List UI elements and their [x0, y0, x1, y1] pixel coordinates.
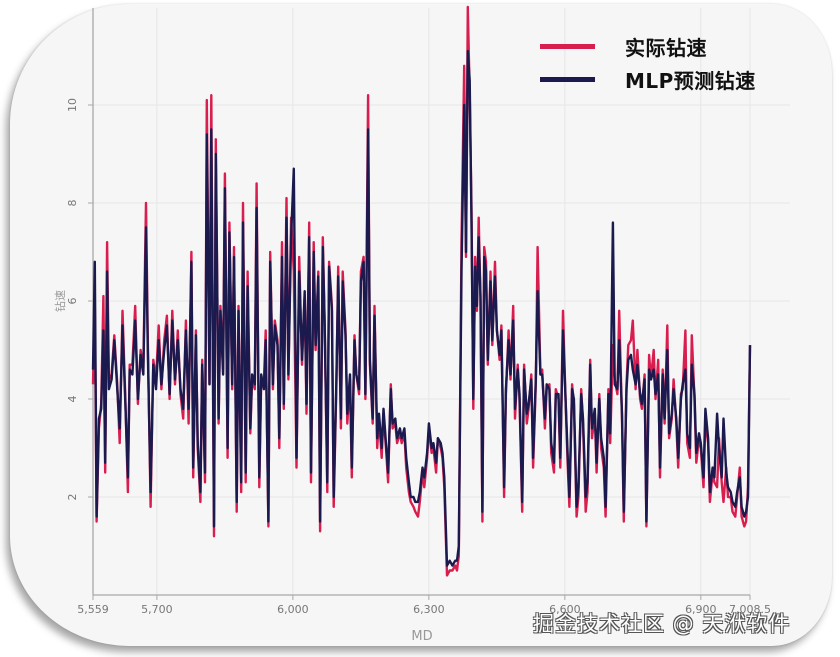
x-axis-title: MD [411, 629, 432, 644]
series-predicted-line [91, 49, 752, 567]
x-tick-label: 6,000 [277, 603, 309, 616]
y-tick-label: 2 [66, 494, 79, 501]
x-tick-label: 6,900 [685, 603, 717, 616]
x-tick-label: 5,700 [141, 603, 173, 616]
grid-lines [92, 8, 790, 595]
legend-item-actual[interactable]: 实际钻速 [540, 30, 756, 63]
legend-item-predicted[interactable]: MLP预测钻速 [540, 63, 756, 96]
legend-label-actual: 实际钻速 [625, 36, 707, 60]
legend: 实际钻速 MLP预测钻速 [540, 30, 756, 96]
y-tick-label: 8 [66, 200, 79, 207]
x-tick-label: 5,559 [77, 603, 109, 616]
y-axis-title: 钻速 [53, 290, 67, 312]
tick-labels: 2 4 6 8 10 5,559 5,700 6,000 6,300 6,600 6,900 7,00… [66, 98, 771, 616]
x-tick-label: 6,300 [413, 603, 445, 616]
x-tick-label: 6,600 [549, 603, 581, 616]
watermark: 掘金技术社区 @ 天洑软件 [533, 612, 791, 636]
legend-swatch-actual [540, 44, 595, 49]
y-tick-label: 10 [66, 98, 79, 112]
y-tick-label: 4 [66, 396, 79, 403]
x-tick-label: 7,008.5 [729, 603, 771, 616]
y-tick-label: 6 [66, 298, 79, 305]
legend-swatch-predicted [540, 77, 595, 82]
series-lines [91, 5, 752, 577]
legend-label-predicted: MLP预测钻速 [625, 69, 756, 93]
